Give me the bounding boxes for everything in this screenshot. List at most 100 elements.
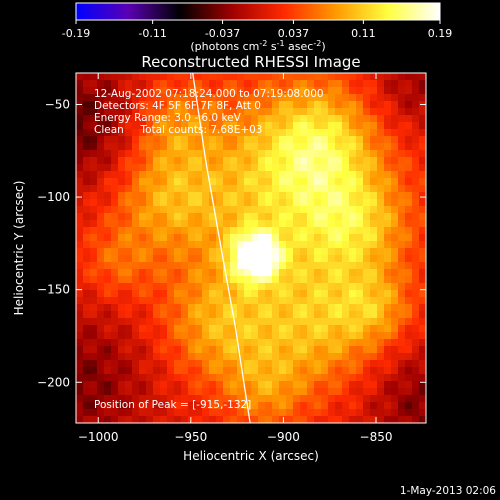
- heatmap-cell: [118, 290, 126, 298]
- heatmap-cell: [419, 87, 426, 95]
- heatmap-cell: [244, 276, 252, 284]
- heatmap-cell: [342, 157, 350, 165]
- heatmap-cell: [356, 339, 364, 347]
- heatmap-cell: [104, 416, 112, 423]
- heatmap-cell: [258, 101, 266, 109]
- heatmap-cell: [118, 220, 126, 228]
- heatmap-cell: [356, 367, 364, 375]
- heatmap-cell: [244, 262, 252, 270]
- heatmap-cell: [307, 164, 315, 172]
- heatmap-cell: [405, 318, 413, 326]
- heatmap-cell: [272, 115, 280, 123]
- heatmap-cell: [160, 129, 168, 137]
- heatmap-cell: [328, 325, 336, 333]
- heatmap-cell: [293, 269, 301, 277]
- heatmap-cell: [398, 94, 406, 102]
- heatmap-cell: [349, 80, 357, 88]
- heatmap-cell: [251, 87, 259, 95]
- heatmap-cell: [132, 122, 140, 130]
- heatmap-cell: [209, 171, 217, 179]
- heatmap-cell: [167, 129, 175, 137]
- heatmap-cell: [321, 227, 329, 235]
- y-tick-label: −200: [37, 375, 70, 389]
- heatmap-cell: [335, 353, 343, 361]
- heatmap-cell: [244, 353, 252, 361]
- heatmap-cell: [279, 206, 287, 214]
- heatmap-cell: [314, 143, 322, 151]
- heatmap-cell: [216, 346, 224, 354]
- heatmap-cell: [83, 87, 91, 95]
- heatmap-cell: [398, 206, 406, 214]
- heatmap-cell: [300, 206, 308, 214]
- heatmap-cell: [223, 220, 231, 228]
- heatmap-cell: [209, 388, 217, 396]
- heatmap-cell: [321, 325, 329, 333]
- heatmap-cell: [83, 101, 91, 109]
- heatmap-cell: [356, 115, 364, 123]
- heatmap-cell: [188, 297, 196, 305]
- heatmap-cell: [230, 150, 238, 158]
- heatmap-cell: [356, 108, 364, 116]
- heatmap-cell: [83, 234, 91, 242]
- heatmap-cell: [279, 388, 287, 396]
- heatmap-cell: [97, 171, 105, 179]
- heatmap-cell: [230, 269, 238, 277]
- heatmap-cell: [258, 395, 266, 403]
- heatmap-cell: [83, 241, 91, 249]
- heatmap-cell: [118, 269, 126, 277]
- heatmap-cell: [216, 129, 224, 137]
- heatmap-cell: [279, 143, 287, 151]
- heatmap-cell: [153, 283, 161, 291]
- heatmap-cell: [293, 234, 301, 242]
- heatmap-cell: [90, 115, 98, 123]
- heatmap-cell: [370, 136, 378, 144]
- heatmap-cell: [377, 171, 385, 179]
- heatmap-cell: [90, 381, 98, 389]
- heatmap-cell: [286, 185, 294, 193]
- heatmap-cell: [104, 381, 112, 389]
- heatmap-cell: [321, 108, 329, 116]
- heatmap-cell: [97, 241, 105, 249]
- heatmap-cell: [412, 360, 420, 368]
- heatmap-cell: [300, 185, 308, 193]
- heatmap-cell: [209, 276, 217, 284]
- heatmap-cell: [265, 381, 273, 389]
- heatmap-cell: [188, 276, 196, 284]
- heatmap-cell: [251, 206, 259, 214]
- heatmap-cell: [258, 171, 266, 179]
- heatmap-cell: [230, 297, 238, 305]
- heatmap-cell: [97, 297, 105, 305]
- heatmap-cell: [370, 227, 378, 235]
- heatmap-cell: [286, 143, 294, 151]
- heatmap-cell: [405, 178, 413, 186]
- heatmap-cell: [342, 304, 350, 312]
- heatmap-cell: [293, 108, 301, 116]
- heatmap-cell: [286, 241, 294, 249]
- heatmap-cell: [90, 80, 98, 88]
- heatmap-cell: [265, 227, 273, 235]
- heatmap-cell: [230, 255, 238, 263]
- heatmap-cell: [167, 283, 175, 291]
- heatmap-cell: [146, 206, 154, 214]
- heatmap-cell: [391, 129, 399, 137]
- heatmap-cell: [83, 395, 91, 403]
- heatmap-cell: [342, 290, 350, 298]
- heatmap-cell: [251, 122, 259, 130]
- heatmap-cell: [377, 87, 385, 95]
- heatmap-cell: [300, 402, 308, 410]
- heatmap-cell: [83, 178, 91, 186]
- heatmap-cell: [272, 80, 280, 88]
- heatmap-cell: [209, 192, 217, 200]
- heatmap-cell: [76, 136, 84, 144]
- heatmap-cell: [272, 318, 280, 326]
- heatmap-cell: [209, 73, 217, 81]
- heatmap-cell: [279, 325, 287, 333]
- heatmap-cell: [370, 185, 378, 193]
- heatmap-cell: [335, 94, 343, 102]
- heatmap-cell: [258, 199, 266, 207]
- heatmap-cell: [363, 283, 371, 291]
- heatmap-cell: [146, 227, 154, 235]
- heatmap-cell: [349, 346, 357, 354]
- heatmap-cell: [139, 157, 147, 165]
- heatmap-cell: [195, 388, 203, 396]
